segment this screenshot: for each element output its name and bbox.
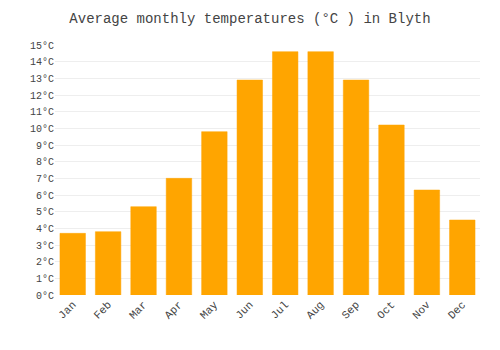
svg-text:4°C: 4°C	[36, 224, 54, 235]
svg-text:Mar: Mar	[127, 299, 149, 321]
svg-text:Jul: Jul	[269, 299, 291, 321]
svg-text:Jan: Jan	[56, 299, 78, 321]
svg-text:8°C: 8°C	[36, 157, 54, 168]
svg-text:13°C: 13°C	[30, 74, 54, 85]
svg-text:15°C: 15°C	[30, 41, 54, 52]
svg-text:14°C: 14°C	[30, 57, 54, 68]
svg-text:May: May	[198, 299, 221, 322]
svg-text:6°C: 6°C	[36, 191, 54, 202]
svg-text:Nov: Nov	[410, 299, 433, 322]
svg-text:3°C: 3°C	[36, 241, 54, 252]
svg-text:12°C: 12°C	[30, 91, 54, 102]
svg-text:1°C: 1°C	[36, 274, 54, 285]
svg-text:11°C: 11°C	[30, 107, 54, 118]
svg-text:Sep: Sep	[340, 299, 362, 321]
svg-text:Average monthly temperatures (: Average monthly temperatures (°C ) in Bl…	[69, 11, 430, 27]
svg-text:Dec: Dec	[446, 299, 468, 321]
svg-text:Feb: Feb	[92, 299, 114, 321]
svg-text:Apr: Apr	[162, 299, 184, 321]
svg-text:Oct: Oct	[375, 299, 397, 321]
svg-text:0°C: 0°C	[36, 291, 54, 302]
svg-text:5°C: 5°C	[36, 207, 54, 218]
svg-text:2°C: 2°C	[36, 257, 54, 268]
svg-text:10°C: 10°C	[30, 124, 54, 135]
svg-text:9°C: 9°C	[36, 141, 54, 152]
svg-text:Aug: Aug	[304, 299, 326, 321]
svg-text:7°C: 7°C	[36, 174, 54, 185]
svg-text:Jun: Jun	[233, 299, 255, 321]
